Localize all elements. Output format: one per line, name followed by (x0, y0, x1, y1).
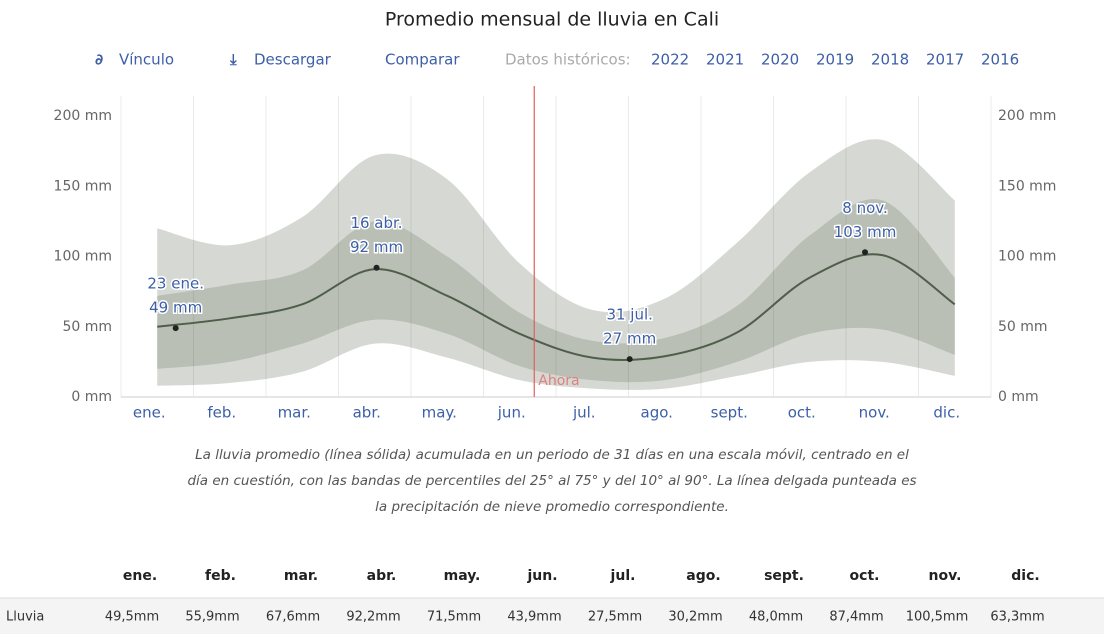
y2-tick-label: 200 mm (998, 108, 1056, 124)
table-row-label: Lluvia (6, 610, 44, 625)
annotation-value: 103 mm (834, 223, 897, 241)
year-link[interactable]: 2017 (926, 51, 964, 69)
table-cell: 48,0mm (749, 610, 803, 625)
x-tick-label: mar. (278, 404, 311, 422)
table-header: nov. (929, 568, 962, 584)
y2-tick-label: 0 mm (998, 389, 1039, 405)
year-link[interactable]: 2021 (706, 51, 744, 69)
table-header: mar. (284, 568, 318, 584)
table-cell: 55,9mm (185, 610, 239, 625)
annotation-value: 92 mm (350, 238, 403, 256)
table-cell: 87,4mm (829, 610, 883, 625)
year-link[interactable]: 2019 (816, 51, 854, 69)
annotation-value: 49 mm (149, 299, 202, 317)
annotation-date: 8 nov. (842, 199, 887, 217)
table-header: dic. (1011, 568, 1039, 584)
year-link[interactable]: 2018 (871, 51, 909, 69)
y-tick-label: 100 mm (54, 249, 112, 265)
annotation-dot (172, 325, 179, 332)
toolbar-link[interactable]: Vínculo (119, 51, 174, 69)
annotation-dot (373, 264, 380, 271)
x-tick-label: nov. (859, 404, 890, 422)
table-cell: 92,2mm (346, 610, 400, 625)
caption-line: La lluvia promedio (línea sólida) acumul… (195, 447, 909, 463)
history-label: Datos históricos: (505, 51, 631, 69)
x-tick-label: ago. (641, 404, 673, 422)
y2-tick-label: 50 mm (998, 319, 1048, 335)
table-cell: 49,5mm (105, 610, 159, 625)
x-tick-label: ene. (133, 404, 166, 422)
year-link[interactable]: 2016 (981, 51, 1019, 69)
chart-title: Promedio mensual de lluvia en Cali (385, 9, 719, 31)
table-cell: 63,3mm (990, 610, 1044, 625)
toolbar-icon: ⤓ (229, 51, 237, 69)
caption-line: la precipitación de nieve promedio corre… (375, 499, 729, 515)
now-label: Ahora (538, 373, 579, 389)
annotation-value: 27 mm (603, 330, 656, 348)
x-tick-label: jun. (497, 404, 526, 422)
annotation-date: 23 ene. (147, 275, 204, 293)
x-tick-label: oct. (788, 404, 816, 422)
table-cell: 100,5mm (906, 610, 969, 625)
x-tick-label: may. (422, 404, 457, 422)
table-header: may. (444, 568, 481, 584)
table-header: sept. (764, 568, 804, 584)
y-tick-label: 50 mm (62, 319, 112, 335)
y-tick-label: 200 mm (54, 108, 112, 124)
year-link[interactable]: 2022 (651, 51, 689, 69)
table-cell: 67,6mm (266, 610, 320, 625)
toolbar-link[interactable]: Comparar (385, 51, 460, 69)
x-tick-label: abr. (353, 404, 381, 422)
table-cell: 71,5mm (427, 610, 481, 625)
x-tick-label: feb. (207, 404, 236, 422)
table-header: feb. (205, 568, 236, 584)
table-header: jul. (610, 568, 636, 584)
y-tick-label: 0 mm (71, 389, 112, 405)
toolbar-link[interactable]: Descargar (254, 51, 332, 69)
percentile-band (157, 199, 955, 383)
year-link[interactable]: 2020 (761, 51, 799, 69)
table-header: oct. (850, 568, 880, 584)
table-header: abr. (367, 568, 397, 584)
x-tick-label: sept. (711, 404, 748, 422)
table-cell: 43,9mm (507, 610, 561, 625)
annotation-date: 16 abr. (350, 214, 402, 232)
table-header: ene. (123, 568, 157, 584)
toolbar-icon: ∂ (95, 51, 103, 69)
table-row-bg (0, 598, 1104, 634)
annotation-dot (862, 249, 869, 256)
y2-tick-label: 100 mm (998, 249, 1056, 265)
mean-line (157, 253, 956, 362)
table-header: ago. (686, 568, 720, 584)
x-tick-label: dic. (933, 404, 960, 422)
y-tick-label: 150 mm (54, 178, 112, 194)
table-cell: 30,2mm (668, 610, 722, 625)
table-header: jun. (526, 568, 557, 584)
x-tick-label: jul. (572, 404, 596, 422)
annotation-dot (626, 356, 633, 363)
table-cell: 27,5mm (588, 610, 642, 625)
y2-tick-label: 150 mm (998, 178, 1056, 194)
caption-line: día en cuestión, con las bandas de perce… (187, 473, 916, 489)
annotation-date: 31 jul. (606, 306, 652, 324)
